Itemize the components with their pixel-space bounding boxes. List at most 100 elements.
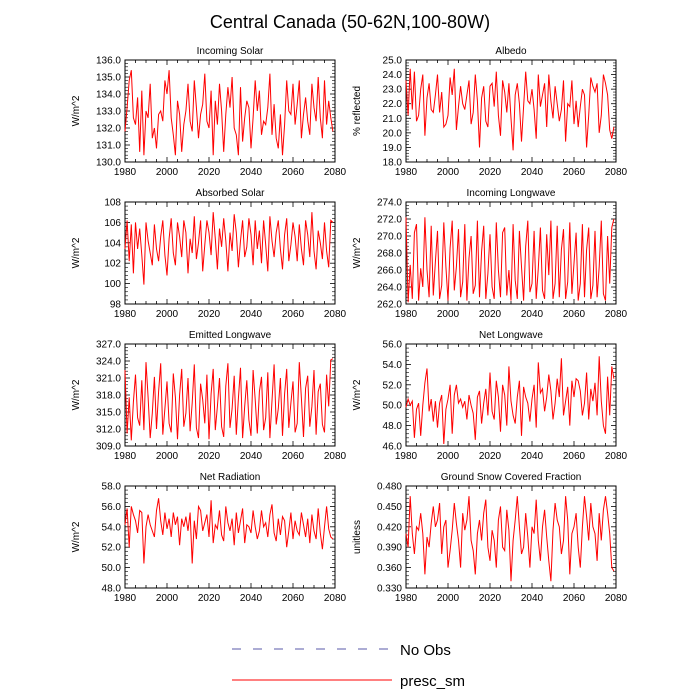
y-tick-label: 25.0: [383, 56, 403, 67]
figure-title: Central Canada (50-62N,100-80W): [210, 12, 490, 32]
x-tick-label: 2060: [282, 593, 305, 604]
y-tick-label: 131.0: [96, 141, 121, 152]
series-line-presc-sm: [124, 358, 334, 441]
panel-net-longwave: Net Longwave W/m^2 1980 2000 2020 2040 2060 208…: [352, 330, 628, 462]
panel-title: Incoming Longwave: [467, 188, 556, 199]
y-tick-label: 56.0: [383, 340, 403, 351]
panel-emitted-longwave: Emitted Longwave W/m^2 1980 2000 2020 2040 206…: [71, 330, 347, 462]
y-tick-label: 133.0: [96, 107, 121, 118]
y-tick-label: 266.0: [377, 266, 402, 277]
y-tick-label: 315.0: [96, 408, 121, 419]
y-axis-label: W/m^2: [352, 379, 363, 410]
plot-frame: [124, 485, 336, 589]
series-line-presc-sm: [124, 212, 334, 285]
panel-title: Ground Snow Covered Fraction: [441, 472, 582, 483]
y-tick-label: 52.0: [102, 543, 122, 554]
y-tick-label: 272.0: [377, 215, 402, 226]
panel-absorbed-solar: Absorbed Solar W/m^2 1980 2000 2020 2040 2060 2…: [71, 188, 347, 320]
x-tick-label: 2060: [282, 451, 305, 462]
y-axis-label: W/m^2: [71, 237, 82, 268]
x-tick-label: 2060: [563, 309, 586, 320]
x-tick-label: 2020: [198, 309, 221, 320]
panel-net-radiation: Net Radiation W/m^2 1980 2000 2020 2040 2060 20…: [71, 472, 347, 604]
series-line-presc-sm: [124, 70, 334, 156]
y-axis-label: W/m^2: [71, 379, 82, 410]
x-tick-label: 2080: [324, 451, 347, 462]
x-tick-label: 2020: [198, 593, 221, 604]
series-line-presc-sm: [405, 356, 615, 444]
y-tick-label: 58.0: [102, 482, 122, 493]
x-tick-label: 2000: [156, 451, 179, 462]
x-tick-label: 2000: [156, 309, 179, 320]
x-tick-label: 2040: [521, 593, 544, 604]
series-line-presc-sm: [124, 498, 334, 564]
x-tick-label: 2060: [563, 167, 586, 178]
x-tick-label: 1980: [395, 593, 418, 604]
x-tick-label: 2080: [324, 167, 347, 178]
y-tick-label: 0.420: [377, 522, 402, 533]
x-tick-label: 2020: [198, 167, 221, 178]
y-axis-label: % reflected: [352, 86, 363, 136]
y-axis-label: unitless: [352, 520, 363, 554]
panel-ground-snow-covered-fraction: Ground Snow Covered Fraction unitless 1980…: [352, 472, 628, 604]
y-tick-label: 24.0: [383, 70, 403, 81]
y-tick-label: 327.0: [96, 340, 121, 351]
x-tick-label: 2040: [240, 309, 263, 320]
y-tick-label: 46.0: [383, 442, 403, 453]
y-tick-label: 318.0: [96, 391, 121, 402]
panel-title: Albedo: [495, 46, 527, 57]
x-tick-label: 2000: [156, 593, 179, 604]
y-tick-label: 130.0: [96, 158, 121, 169]
x-tick-label: 2020: [198, 451, 221, 462]
y-tick-label: 23.0: [383, 85, 403, 96]
x-tick-label: 2040: [521, 167, 544, 178]
x-tick-label: 2040: [240, 167, 263, 178]
y-tick-label: 50.0: [102, 563, 122, 574]
y-tick-label: 102: [104, 259, 121, 270]
legend: No Obs presc_sm: [232, 642, 465, 690]
series-line-presc-sm: [405, 217, 615, 303]
panel-incoming-solar: Incoming Solar W/m^2 1980 2000 2020 2040 2060 2…: [71, 46, 347, 178]
x-tick-label: 2080: [605, 451, 628, 462]
y-axis-label: W/m^2: [71, 95, 82, 126]
x-tick-label: 2060: [563, 593, 586, 604]
x-tick-label: 2080: [324, 593, 347, 604]
y-tick-label: 22.0: [383, 99, 403, 110]
panel-title: Net Longwave: [479, 330, 543, 341]
y-tick-label: 0.480: [377, 482, 402, 493]
panel-title: Absorbed Solar: [196, 188, 266, 199]
y-tick-label: 262.0: [377, 300, 402, 311]
y-tick-label: 48.0: [383, 421, 403, 432]
y-tick-label: 264.0: [377, 283, 402, 294]
plot-frame: [124, 201, 336, 305]
x-tick-label: 1980: [114, 593, 137, 604]
y-tick-label: 324.0: [96, 357, 121, 368]
panel-albedo: Albedo % reflected 1980 2000 2020 2040 2060 208…: [352, 46, 628, 178]
x-tick-label: 1980: [395, 309, 418, 320]
y-tick-label: 48.0: [102, 584, 122, 595]
y-tick-label: 19.0: [383, 143, 403, 154]
x-tick-label: 2040: [240, 451, 263, 462]
x-tick-label: 2080: [605, 167, 628, 178]
x-tick-label: 2040: [521, 309, 544, 320]
y-tick-label: 108: [104, 198, 121, 209]
y-tick-label: 135.0: [96, 73, 121, 84]
x-tick-label: 2000: [156, 167, 179, 178]
x-tick-label: 2060: [563, 451, 586, 462]
y-tick-label: 274.0: [377, 198, 402, 209]
panel-title: Emitted Longwave: [189, 330, 272, 341]
y-tick-label: 309.0: [96, 442, 121, 453]
legend-label-no-obs: No Obs: [400, 642, 451, 659]
y-tick-label: 270.0: [377, 232, 402, 243]
x-tick-label: 1980: [395, 451, 418, 462]
x-tick-label: 2080: [605, 593, 628, 604]
y-tick-label: 0.330: [377, 584, 402, 595]
x-tick-label: 2020: [479, 167, 502, 178]
y-tick-label: 136.0: [96, 56, 121, 67]
y-tick-label: 98: [110, 300, 122, 311]
x-tick-label: 2020: [479, 593, 502, 604]
y-tick-label: 0.450: [377, 502, 402, 513]
y-axis-label: W/m^2: [352, 237, 363, 268]
panels: Incoming Solar W/m^2 1980 2000 2020 2040 2060 2…: [71, 46, 628, 604]
